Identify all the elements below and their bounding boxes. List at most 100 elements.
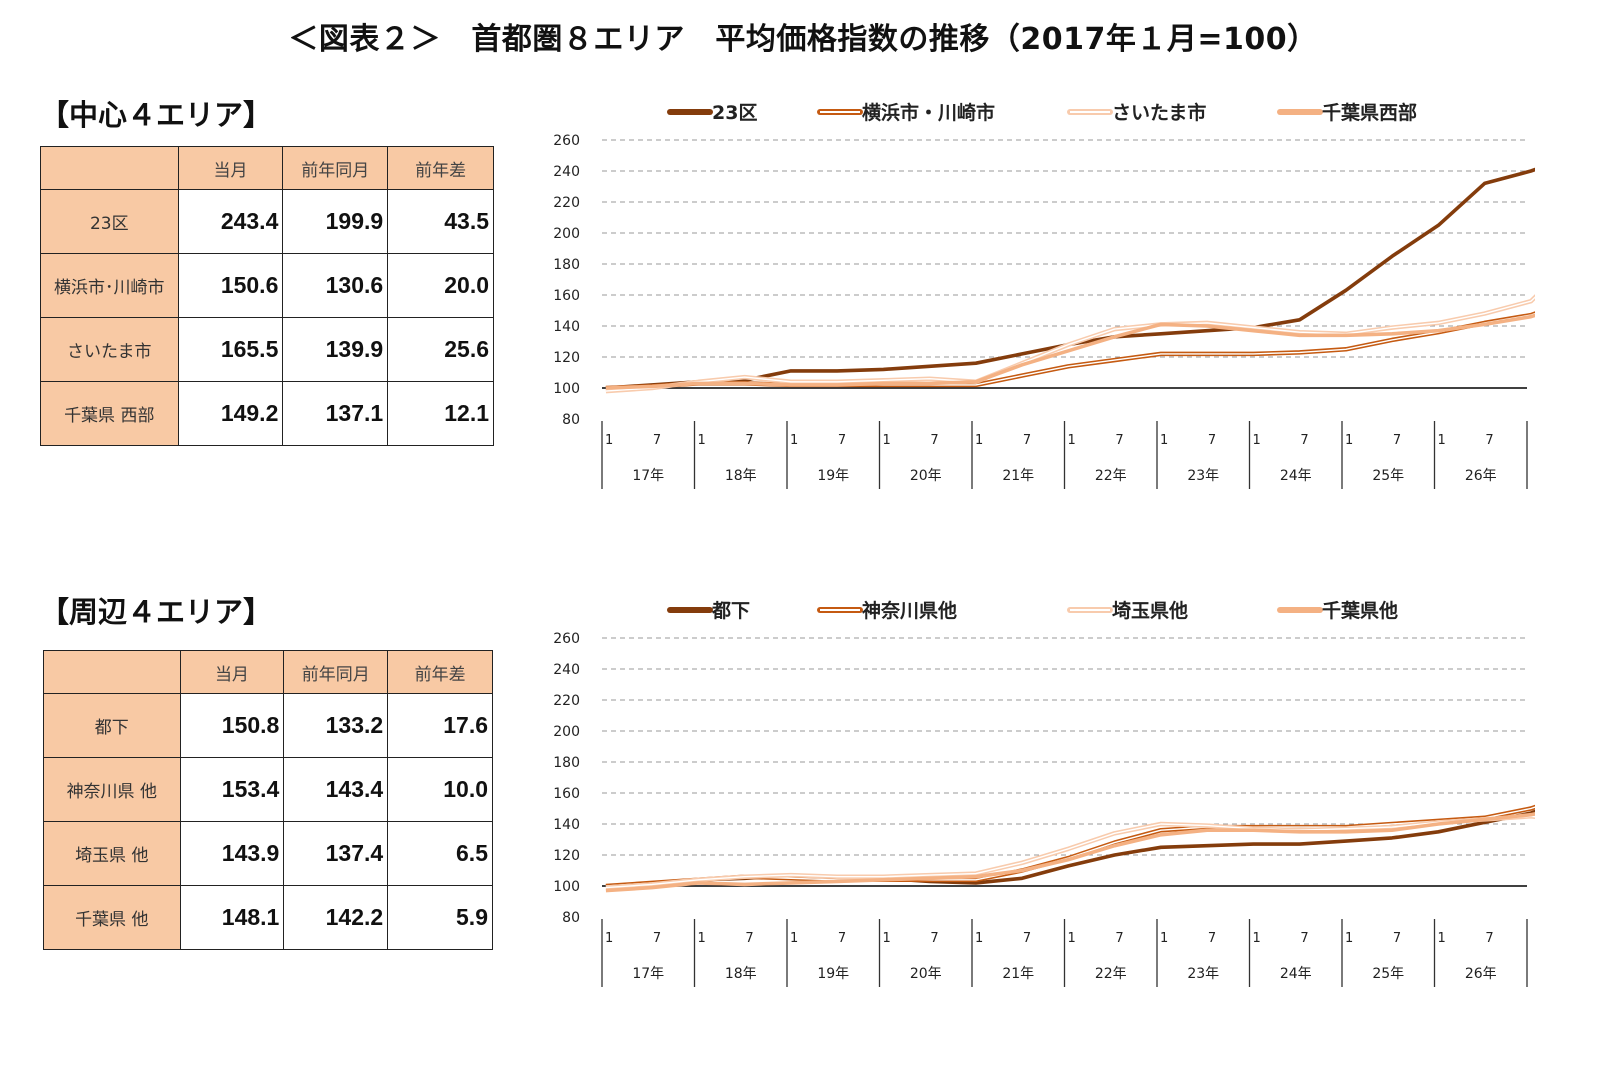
series-line: [605, 809, 1547, 893]
x-year-label: 22年: [1095, 468, 1127, 484]
legend-item: 23区: [667, 102, 757, 124]
x-year-label: 26年: [1465, 966, 1497, 982]
cell-diff: 20.0: [387, 253, 494, 318]
chart-svg: 都下 神奈川県他 埼玉県他 千葉県他 80 100 120 140 160 180 200 220 24…: [553, 599, 1548, 987]
index-table-center: 当月 前年同月 前年差 23区 243.4 199.9 43.5 横浜市･川崎市…: [40, 146, 494, 446]
cell-current: 150.6: [177, 253, 284, 318]
section-heading-center: 【中心４エリア】: [40, 98, 273, 132]
y-tick-label: 140: [553, 817, 580, 833]
x-month-tick-label: 7: [745, 433, 753, 448]
y-tick-label: 260: [553, 133, 580, 149]
x-month-tick-label: 7: [1023, 931, 1031, 946]
x-month-tick-label: 1: [1253, 931, 1261, 946]
x-month-tick-label: 7: [1300, 931, 1308, 946]
x-year-label: 24年: [1280, 966, 1312, 982]
x-year-label: 21年: [1002, 966, 1034, 982]
line-chart-peripheral: 都下 神奈川県他 埼玉県他 千葉県他 80 100 120 140 160 180 200 220 24…: [530, 590, 1548, 1004]
x-year-label: 23年: [1187, 966, 1219, 982]
x-year-label: 18年: [725, 468, 757, 484]
row-label: 埼玉県 他: [43, 821, 181, 886]
series-line: [605, 309, 1547, 390]
section-heading-peripheral: 【周辺４エリア】: [40, 595, 273, 629]
x-month-tick-label: 1: [1160, 433, 1168, 448]
x-month-tick-label: 1: [790, 433, 798, 448]
legend-item: 千葉県他: [1277, 599, 1398, 622]
col-header: 当月: [177, 146, 284, 190]
y-tick-label: 200: [553, 724, 580, 740]
x-month-tick-label: 1: [975, 433, 983, 448]
table-row: さいたま市 165.5 139.9 25.6: [40, 317, 494, 382]
y-tick-label: 140: [553, 319, 580, 335]
cell-prev-year: 139.9: [282, 317, 389, 382]
cell-current: 143.9: [179, 821, 285, 886]
x-year-label: 23年: [1187, 468, 1219, 484]
cell-current: 153.4: [179, 757, 285, 822]
x-month-tick-label: 1: [975, 931, 983, 946]
series-line: [605, 801, 1548, 889]
corner-cell: [43, 650, 181, 694]
legend-label: 千葉県西部: [1322, 101, 1417, 124]
cell-prev-year: 143.4: [283, 757, 389, 822]
x-month-tick-label: 7: [930, 433, 938, 448]
x-month-tick-label: 7: [745, 931, 753, 946]
x-year-label: 18年: [725, 966, 757, 982]
x-year-label: 19年: [817, 468, 849, 484]
x-month-tick-label: 7: [838, 433, 846, 448]
x-year-label: 25年: [1372, 966, 1404, 982]
table-row: 横浜市･川崎市 150.6 130.6 20.0: [40, 253, 494, 318]
legend-item: さいたま市: [1067, 101, 1206, 124]
x-month-tick-label: 1: [605, 433, 613, 448]
x-month-tick-label: 7: [930, 931, 938, 946]
row-label: 横浜市･川崎市: [40, 253, 179, 318]
cell-diff: 12.1: [387, 381, 494, 446]
y-tick-label: 240: [553, 662, 580, 678]
row-label: さいたま市: [40, 317, 179, 382]
x-month-tick-label: 7: [653, 433, 661, 448]
y-tick-label: 120: [553, 848, 580, 864]
x-month-tick-label: 7: [1393, 931, 1401, 946]
series-line: [605, 163, 1547, 390]
x-month-tick-label: 1: [1068, 931, 1076, 946]
x-month-tick-label: 1: [1438, 931, 1446, 946]
line-chart-center: 23区 横浜市・川崎市 さいたま市 千葉県西部 80 100 120 140 160 180 200…: [530, 92, 1548, 506]
page-title: ＜図表２＞ 首都圏８エリア 平均価格指数の推移（2017年１月=100）: [288, 22, 1318, 57]
y-tick-label: 100: [553, 381, 580, 397]
y-tick-label: 220: [553, 693, 580, 709]
x-month-tick-label: 7: [838, 931, 846, 946]
corner-cell: [40, 146, 179, 190]
x-month-tick-label: 1: [1345, 433, 1353, 448]
series-line-inner: [605, 815, 1547, 889]
cell-diff: 5.9: [387, 885, 493, 950]
col-header: 当月: [179, 650, 285, 694]
x-year-label: 20年: [910, 468, 942, 484]
cell-prev-year: 137.4: [283, 821, 389, 886]
legend-label: 神奈川県他: [862, 599, 957, 622]
x-month-tick-label: 1: [883, 433, 891, 448]
row-label: 神奈川県 他: [43, 757, 181, 822]
x-year-label: 24年: [1280, 468, 1312, 484]
y-tick-label: 240: [553, 164, 580, 180]
col-header: 前年差: [387, 146, 494, 190]
col-header: 前年同月: [283, 650, 389, 694]
y-tick-label: 80: [562, 412, 580, 428]
cell-diff: 6.5: [387, 821, 493, 886]
x-month-tick-label: 7: [1208, 931, 1216, 946]
y-tick-label: 160: [553, 786, 580, 802]
cell-prev-year: 199.9: [282, 189, 389, 254]
table-row: 都下 150.8 133.2 17.6: [43, 693, 493, 758]
cell-diff: 17.6: [387, 693, 493, 758]
x-month-tick-label: 1: [1160, 931, 1168, 946]
x-month-tick-label: 7: [1393, 433, 1401, 448]
y-tick-label: 220: [553, 195, 580, 211]
legend-item: 神奈川県他: [817, 599, 957, 622]
legend-label: 横浜市・川崎市: [862, 101, 995, 124]
x-month-tick-label: 1: [790, 931, 798, 946]
x-year-label: 25年: [1372, 468, 1404, 484]
legend-label: 埼玉県他: [1112, 599, 1188, 622]
cell-prev-year: 130.6: [282, 253, 389, 318]
x-month-tick-label: 1: [698, 931, 706, 946]
cell-current: 165.5: [177, 317, 284, 382]
y-tick-label: 100: [553, 879, 580, 895]
x-month-tick-label: 1: [698, 433, 706, 448]
x-month-tick-label: 7: [1300, 433, 1308, 448]
